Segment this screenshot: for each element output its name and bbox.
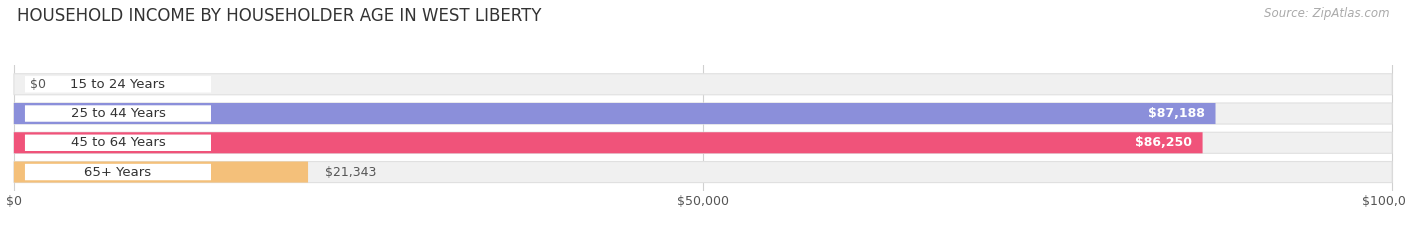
FancyBboxPatch shape	[25, 135, 211, 151]
FancyBboxPatch shape	[25, 164, 211, 180]
Text: 45 to 64 Years: 45 to 64 Years	[70, 136, 166, 149]
Text: 25 to 44 Years: 25 to 44 Years	[70, 107, 166, 120]
Text: Source: ZipAtlas.com: Source: ZipAtlas.com	[1264, 7, 1389, 20]
FancyBboxPatch shape	[14, 161, 1392, 183]
Text: HOUSEHOLD INCOME BY HOUSEHOLDER AGE IN WEST LIBERTY: HOUSEHOLD INCOME BY HOUSEHOLDER AGE IN W…	[17, 7, 541, 25]
FancyBboxPatch shape	[25, 105, 211, 122]
Text: $21,343: $21,343	[325, 165, 375, 178]
Text: 65+ Years: 65+ Years	[84, 165, 152, 178]
FancyBboxPatch shape	[14, 132, 1392, 153]
FancyBboxPatch shape	[14, 74, 1392, 95]
FancyBboxPatch shape	[14, 161, 308, 183]
FancyBboxPatch shape	[14, 132, 1202, 153]
Text: 15 to 24 Years: 15 to 24 Years	[70, 78, 166, 91]
Text: $87,188: $87,188	[1147, 107, 1205, 120]
FancyBboxPatch shape	[14, 103, 1216, 124]
Text: $0: $0	[31, 78, 46, 91]
Text: $86,250: $86,250	[1135, 136, 1191, 149]
FancyBboxPatch shape	[14, 103, 1392, 124]
FancyBboxPatch shape	[25, 76, 211, 93]
